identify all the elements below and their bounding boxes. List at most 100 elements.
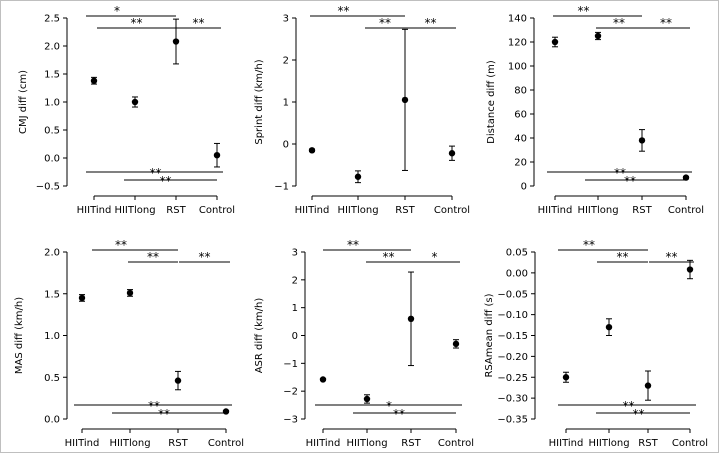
x-tick-label: HIITind (65, 438, 100, 449)
chart-panel-1: −0.5 0.0 0.5 1.0 1.5 2.0 2.5 HIITind HIITlong RST… (18, 4, 235, 216)
data-point (363, 395, 371, 403)
x-tick-label: HIITlong (577, 205, 618, 216)
y-tick-label: 140 (508, 14, 527, 25)
x-tick-label: Control (668, 205, 704, 216)
y-tick-label: −0.35 (497, 415, 528, 426)
x-tick-label: RST (395, 205, 415, 216)
chart-panel-5: −3 −2 −1 0 1 2 3 HIITind HIITlong RST Control ASR d… (254, 238, 474, 449)
x-tick-label: RST (168, 438, 188, 449)
chart-panel-6: −0.35 −0.30 −0.25 −0.20 −0.15 −0.10 −0.05 0.00 0… (484, 238, 708, 449)
data-point (686, 266, 694, 273)
chart-panel-4: 0.0 0.5 1.0 1.5 2.0 HIITind HIITlong RST Control… (14, 238, 244, 449)
significance-label: ** (613, 16, 625, 30)
data-point (78, 294, 86, 302)
y-tick-label: 2.5 (44, 14, 60, 25)
significance-label: ** (425, 16, 437, 30)
y-tick-label: 1.5 (44, 70, 60, 81)
y-tick-label: −1 (274, 182, 289, 193)
data-point (562, 374, 570, 381)
y-tick-label: 3 (283, 14, 289, 25)
y-tick-label: 0 (521, 182, 527, 193)
data-point (174, 377, 182, 384)
x-tick-label: RST (401, 438, 421, 449)
y-tick-label: −0.10 (497, 310, 528, 321)
significance-label: ** (160, 174, 172, 188)
y-axis-title: CMJ diff (cm) (18, 70, 29, 134)
significance-label: ** (660, 16, 672, 30)
y-tick-label: −0.25 (497, 373, 528, 384)
x-tick-label: HIITlong (114, 205, 155, 216)
y-tick-label: 60 (514, 110, 527, 121)
data-point (213, 152, 221, 159)
significance-label: ** (199, 250, 211, 264)
significance-label: ** (150, 166, 162, 180)
data-point (90, 77, 98, 84)
y-tick-label: 20 (514, 158, 527, 169)
y-tick-label: 1 (283, 98, 289, 109)
y-tick-label: 120 (508, 38, 527, 49)
y-tick-label: −3 (283, 415, 298, 426)
significance-label: ** (614, 166, 626, 180)
significance-label: ** (666, 250, 678, 264)
y-tick-label: 0 (292, 331, 298, 342)
y-tick-label: 0 (283, 140, 289, 151)
y-tick-label: 0.0 (44, 415, 60, 426)
significance-label: ** (147, 250, 159, 264)
y-tick-label: 0.00 (506, 268, 528, 279)
data-point (131, 98, 139, 106)
x-tick-label: Control (672, 438, 708, 449)
data-point (448, 150, 456, 157)
chart-panel-3: 0 20 40 60 80 100 120 140 HIITind HIITlong RST Cont… (486, 4, 704, 216)
y-tick-label: 40 (514, 134, 527, 145)
data-point (452, 340, 460, 348)
y-tick-label: 2.0 (44, 42, 60, 53)
significance-label: ** (115, 238, 127, 252)
significance-label: ** (193, 16, 205, 30)
y-tick-label: −0.05 (497, 289, 528, 300)
x-tick-label: HIITind (77, 205, 112, 216)
y-axis-title: Distance diff (m) (486, 60, 497, 144)
y-tick-label: 80 (514, 86, 527, 97)
data-point (682, 174, 690, 181)
data-point (354, 173, 362, 180)
y-tick-label: 0.05 (506, 248, 528, 259)
y-tick-label: 2.0 (44, 248, 60, 259)
x-tick-label: HIITind (295, 205, 330, 216)
data-point (551, 38, 559, 46)
x-tick-label: HIITind (538, 205, 573, 216)
x-tick-label: Control (434, 205, 470, 216)
y-tick-label: −1 (283, 359, 298, 370)
data-point (308, 147, 316, 154)
y-tick-label: −0.5 (36, 182, 60, 193)
x-tick-label: Control (199, 205, 235, 216)
data-point (172, 38, 180, 45)
y-tick-label: 1 (292, 303, 298, 314)
y-axis-title: Sprint diff (km/h) (254, 59, 265, 144)
data-point (638, 137, 646, 144)
significance-label: ** (338, 4, 350, 18)
x-tick-label: HIITlong (109, 438, 150, 449)
data-point (401, 96, 409, 104)
significance-label: ** (393, 407, 405, 421)
data-point (644, 382, 652, 389)
y-tick-label: −2 (283, 387, 298, 398)
significance-label: ** (347, 238, 359, 252)
data-point (126, 289, 134, 297)
y-tick-label: 1.0 (44, 331, 60, 342)
significance-label: ** (131, 16, 143, 30)
significance-label: ** (158, 407, 170, 421)
y-tick-label: 0.5 (44, 373, 60, 384)
y-axis-title: RSAmean diff (s) (484, 293, 495, 377)
x-tick-label: HIITind (306, 438, 341, 449)
x-tick-label: HIITlong (337, 205, 378, 216)
y-tick-label: 100 (508, 62, 527, 73)
data-point (594, 32, 602, 40)
y-tick-label: −0.20 (497, 352, 528, 363)
significance-label: ** (624, 174, 636, 188)
significance-label: ** (379, 16, 391, 30)
y-tick-label: −0.30 (497, 394, 528, 405)
significance-label: * (432, 250, 438, 264)
y-axis-title: ASR diff (km/h) (254, 298, 265, 374)
y-tick-label: 2 (283, 56, 289, 67)
significance-label: * (114, 4, 120, 18)
